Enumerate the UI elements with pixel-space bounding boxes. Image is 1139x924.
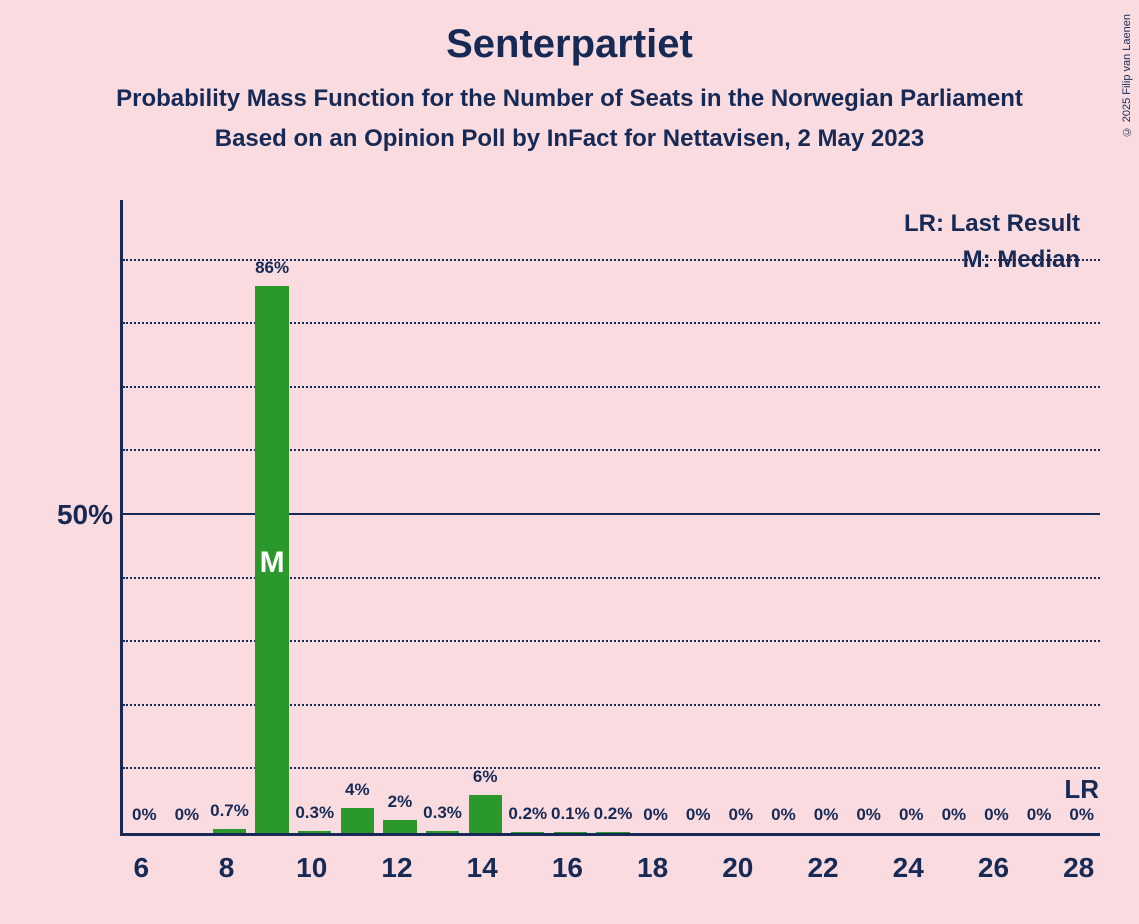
bar-slot: 4% [336,200,379,833]
x-tick-label: 10 [296,852,327,884]
bar-slot: 0% [890,200,933,833]
bar-value-label: 0% [729,805,754,825]
x-tick-label: 28 [1063,852,1094,884]
plot-area: LR: Last Result M: Median 0%0%0.7%86%M0.… [120,200,1100,836]
x-axis: 6 8 10 12 14 16 18 20 22 24 26 28 [120,840,1100,900]
bar [298,831,331,833]
x-tick-label: 22 [807,852,838,884]
bar-slot: 0% [677,200,720,833]
chart-title: Senterpartiet [0,0,1139,67]
bar-slot: 0% [720,200,763,833]
x-tick-label: 14 [467,852,498,884]
y-axis-label: 50% [57,499,113,531]
bar-value-label: 6% [473,767,498,787]
median-marker: M [260,546,285,580]
chart-subtitle: Probability Mass Function for the Number… [0,67,1139,113]
bar [213,829,246,833]
x-tick-label: 18 [637,852,668,884]
bar-value-label: 0% [686,805,711,825]
bar-value-label: 0% [175,805,200,825]
bar-value-label: 0.7% [210,801,249,821]
bar-slot: 0.7% [208,200,251,833]
x-tick-label: 8 [219,852,235,884]
bar-slot: 6% [464,200,507,833]
bar-value-label: 0% [814,805,839,825]
bar-slot: 86% M [251,200,294,833]
bar-value-label: 0% [1069,805,1094,825]
bar-value-label: 0.2% [508,804,547,824]
bar-value-label: 86% [255,258,289,278]
bar-value-label: 0% [899,805,924,825]
bar-slot: 0% [1060,200,1103,833]
bar-value-label: 0.3% [295,803,334,823]
copyright-text: © 2025 Filip van Laenen [1121,14,1133,137]
bar [554,832,587,833]
x-tick-label: 24 [893,852,924,884]
bar-value-label: 0.3% [423,803,462,823]
chart-subtitle2: Based on an Opinion Poll by InFact for N… [0,113,1139,153]
bar-slot: 0% [634,200,677,833]
bar-slot: 0.2% [592,200,635,833]
x-tick-label: 26 [978,852,1009,884]
chart-area: LR: Last Result M: Median 0%0%0.7%86%M0.… [40,200,1110,900]
bar [469,795,502,833]
bar-slot: 0% [762,200,805,833]
x-tick-label: 20 [722,852,753,884]
bar [341,808,374,833]
bar-value-label: 0% [132,805,157,825]
bar [511,832,544,833]
bar-slot: 0% [123,200,166,833]
bar-slot: 0% [805,200,848,833]
bar-value-label: 0.2% [594,804,633,824]
bar-slot: 0.3% [293,200,336,833]
bar-slot: 0% [1018,200,1061,833]
bar-value-label: 2% [388,792,413,812]
bar-slot: 0% [975,200,1018,833]
bar-slot: 0% [847,200,890,833]
bar-value-label: 0% [984,805,1009,825]
x-tick-label: 6 [134,852,150,884]
bar [383,820,416,833]
bar-value-label: 0% [856,805,881,825]
bar-slot: 2% [379,200,422,833]
bar-slot: 0% [166,200,209,833]
last-result-marker: LR [1064,774,1099,805]
bar-slot: 0.3% [421,200,464,833]
bar-slot: 0% [933,200,976,833]
bar-value-label: 0% [643,805,668,825]
bar-value-label: 0% [1027,805,1052,825]
bar-value-label: 4% [345,780,370,800]
bar-slot: 0.2% [506,200,549,833]
bar-value-label: 0.1% [551,804,590,824]
bar [596,832,629,833]
bar-value-label: 0% [771,805,796,825]
bar [426,831,459,833]
x-tick-label: 12 [381,852,412,884]
x-tick-label: 16 [552,852,583,884]
bar-value-label: 0% [942,805,967,825]
bars-container: 0% 0% 0.7% 86% M 0.3% 4% 2% 0.3% 6% 0.2%0.1%0.2% 0%… [123,200,1100,833]
bar-slot: 0.1% [549,200,592,833]
